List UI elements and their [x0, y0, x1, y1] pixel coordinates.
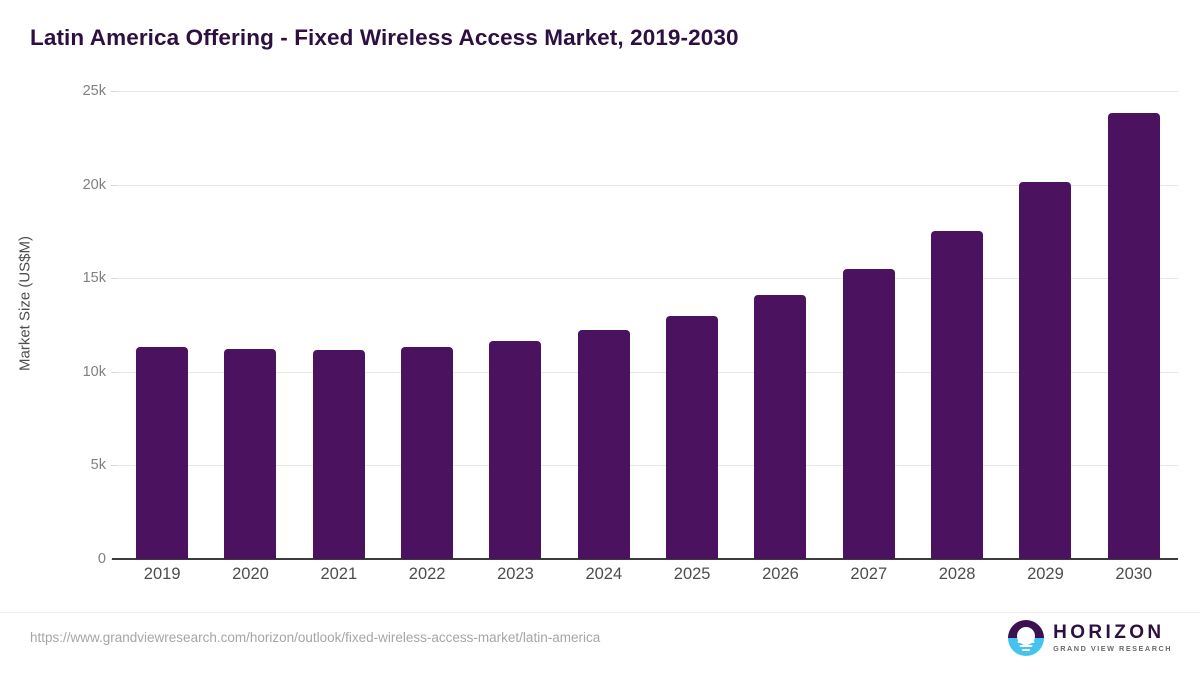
- y-tick-mark: [111, 371, 118, 373]
- ray-icon: [1022, 649, 1031, 651]
- x-tick-label: 2023: [497, 565, 534, 583]
- x-tick-label: 2029: [1027, 565, 1064, 583]
- sun-icon: [1017, 627, 1036, 645]
- bar-series: [118, 91, 1178, 559]
- bar-slot: [471, 91, 559, 559]
- bar-2024[interactable]: [577, 329, 630, 559]
- y-tick-label: 20k: [82, 176, 106, 193]
- x-axis-line: [112, 558, 1178, 560]
- bar-2029[interactable]: [1019, 181, 1072, 559]
- x-tick-label: 2024: [585, 565, 623, 583]
- x-tick-label: 2020: [232, 565, 269, 583]
- bar-2027[interactable]: [842, 268, 895, 559]
- source-url[interactable]: https://www.grandviewresearch.com/horizo…: [30, 630, 601, 645]
- y-tick-mark: [111, 91, 118, 92]
- plot-area: Market Size (US$M) 0 5k 10k 15k 20k 25k: [0, 70, 1200, 570]
- page-title: Latin America Offering - Fixed Wireless …: [30, 25, 739, 50]
- y-tick-mark: [111, 184, 118, 186]
- y-tick-label: 5k: [90, 457, 106, 474]
- footer-divider: [0, 612, 1200, 613]
- bar-2020[interactable]: [224, 349, 277, 559]
- gridline: [118, 278, 1178, 280]
- gridline: [118, 184, 1178, 186]
- gridline: [118, 465, 1178, 467]
- gridline: [118, 371, 1178, 373]
- y-tick-mark: [111, 278, 118, 280]
- x-tick-label: 2025: [673, 565, 711, 583]
- x-tick-label: 2027: [850, 565, 888, 583]
- bar-slot: [295, 91, 383, 559]
- bar-2030[interactable]: [1107, 112, 1160, 559]
- x-tick-label: 2021: [320, 565, 358, 583]
- bar-slot: [560, 91, 648, 559]
- bar-slot: [383, 91, 471, 559]
- bar-slot: [648, 91, 736, 559]
- bar-slot: [1001, 91, 1089, 559]
- gridline: [118, 91, 1178, 92]
- bar-2023[interactable]: [489, 340, 542, 559]
- bar-2022[interactable]: [401, 347, 454, 559]
- bar-slot: [825, 91, 913, 559]
- bar-slot: [1090, 91, 1178, 559]
- bar-2021[interactable]: [312, 350, 365, 559]
- gridlines-group: 0 5k 10k 15k 20k 25k: [83, 83, 1178, 567]
- bar-slot: [736, 91, 824, 559]
- bar-2019[interactable]: [136, 347, 189, 559]
- y-tick-label: 25k: [82, 83, 106, 99]
- y-tick-label: 10k: [82, 363, 106, 380]
- x-tick-label: 2028: [938, 565, 976, 583]
- logo-text: HORIZON GRAND VIEW RESEARCH: [1053, 623, 1172, 652]
- y-tick-label: 0: [97, 551, 106, 567]
- bar-slot: [913, 91, 1001, 559]
- x-tick-label: 2030: [1115, 565, 1153, 583]
- horizon-logo-icon: [1008, 620, 1045, 656]
- bar-slot: [118, 91, 206, 559]
- ray-icon: [1019, 645, 1033, 647]
- logo-subtitle: GRAND VIEW RESEARCH: [1053, 644, 1172, 654]
- y-tick-label: 15k: [82, 270, 106, 287]
- x-tick-label: 2019: [143, 565, 181, 583]
- y-tick-mark: [111, 465, 118, 467]
- horizon-logo: HORIZON GRAND VIEW RESEARCH: [1008, 620, 1172, 656]
- ray-icon: [1017, 641, 1035, 643]
- bar-slot: [206, 91, 294, 559]
- bar-2025[interactable]: [666, 315, 719, 559]
- logo-name: HORIZON: [1053, 622, 1165, 644]
- bar-2028[interactable]: [931, 231, 984, 559]
- bar-2026[interactable]: [754, 295, 807, 559]
- x-axis-labels: 2019 2020 2021 2022 2023 2024 2025 2026 2027 2028…: [118, 565, 1178, 584]
- x-tick-label: 2026: [762, 565, 799, 583]
- x-tick-label: 2022: [408, 565, 446, 583]
